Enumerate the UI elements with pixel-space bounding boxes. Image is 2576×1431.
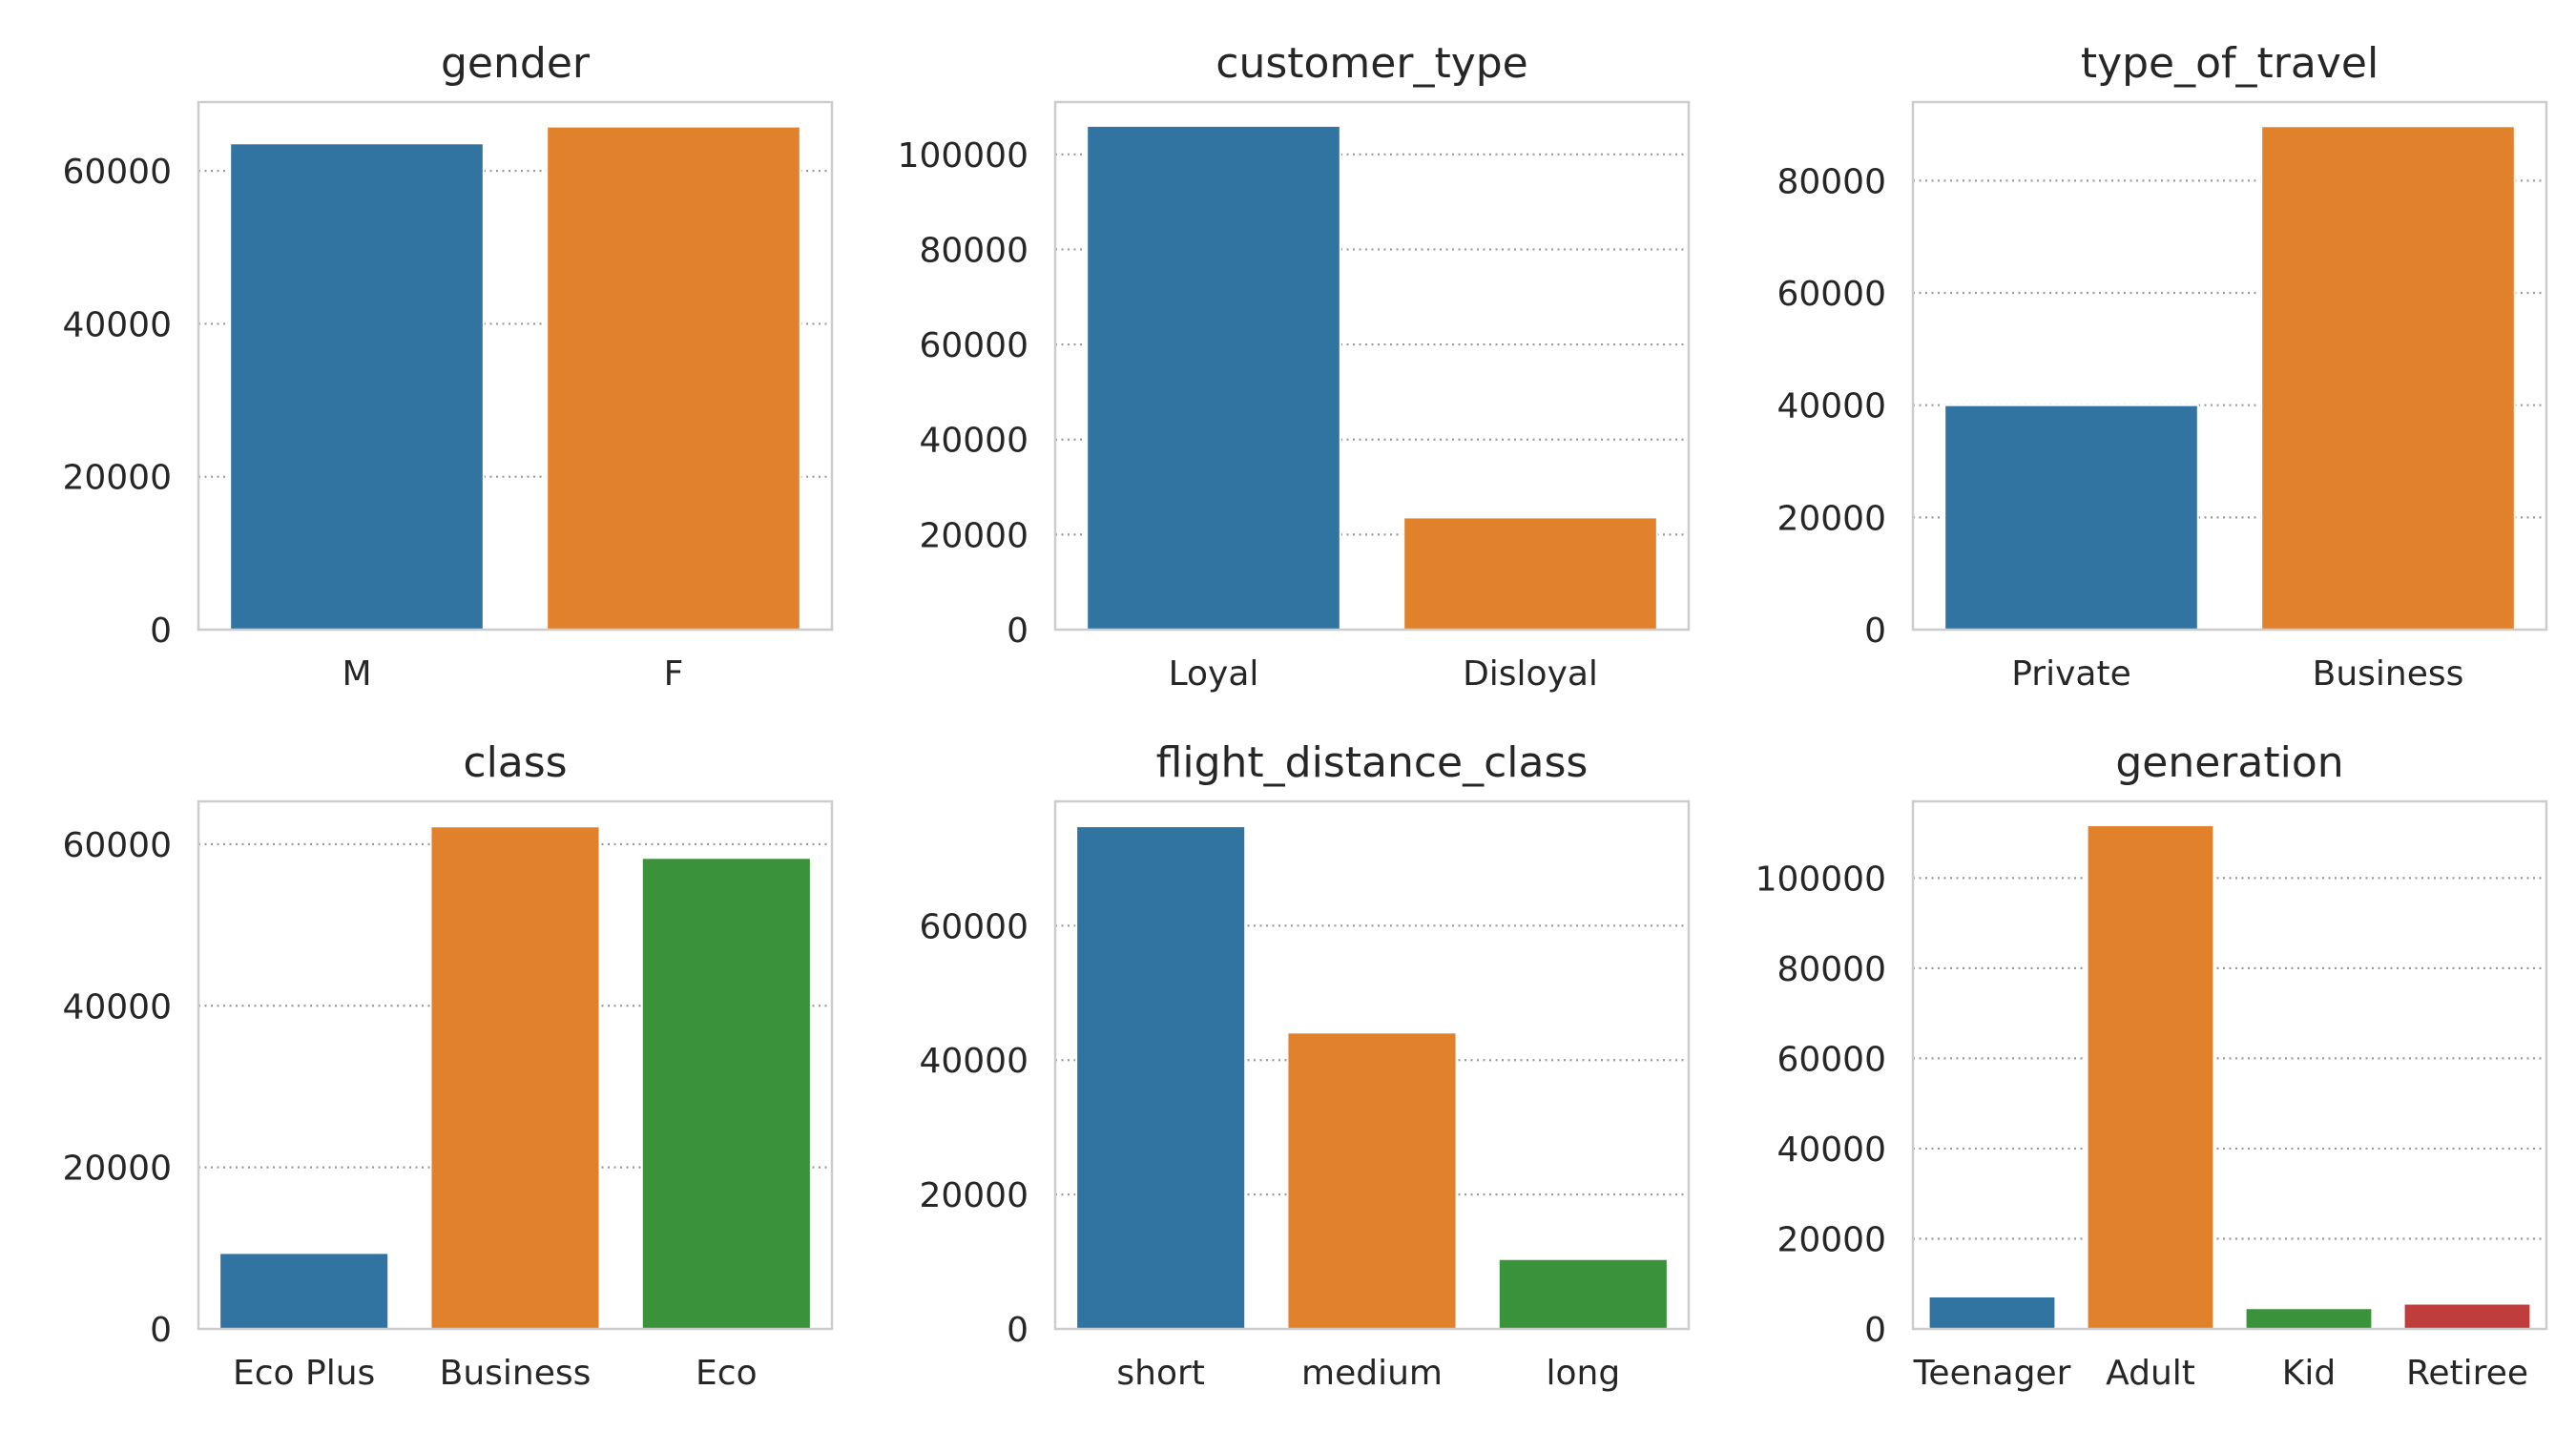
panel-title: gender [441,39,591,88]
bar-private [1943,404,2199,631]
y-tick-label: 40000 [919,422,1028,461]
y-tick-label: 100000 [1755,860,1886,899]
x-tick-label: M [342,654,371,694]
y-tick-label: 60000 [919,326,1028,365]
x-tick-label: short [1116,1354,1205,1393]
axes-frame [1053,100,1691,632]
y-tick-label: 20000 [62,1150,172,1189]
y-tick-label: 60000 [1776,275,1886,314]
bar-business [429,825,601,1330]
x-tick-label: Adult [2106,1354,2195,1393]
bar-kid [2244,1307,2374,1331]
x-tick-label: Loyal [1169,654,1259,694]
panel-title: type_of_travel [2081,39,2379,88]
axes-frame [197,100,834,632]
x-tick-label: Teenager [1913,1354,2071,1393]
y-tick-label: 20000 [919,516,1028,555]
y-tick-label: 60000 [1776,1040,1886,1079]
x-tick-label: Business [440,1354,592,1393]
x-tick-label: Eco Plus [233,1354,375,1393]
y-tick-label: 80000 [919,231,1028,270]
bar-eco-plus [218,1252,390,1331]
bar-medium [1286,1031,1458,1330]
bar-short [1075,825,1247,1330]
panel-title: flight_distance_class [1156,738,1589,787]
bar-retiree [2402,1302,2532,1330]
bar-business [2260,125,2516,631]
y-tick-label: 60000 [919,907,1028,946]
y-tick-label: 40000 [919,1042,1028,1081]
bar-long [1497,1257,1669,1331]
bar-adult [2086,824,2215,1330]
x-tick-label: Business [2313,654,2464,694]
bar-f [546,125,801,632]
y-tick-label: 40000 [62,987,172,1027]
y-tick-label: 0 [1864,1311,1886,1350]
bar-disloyal [1402,516,1658,632]
panel-title: class [463,738,567,787]
x-tick-label: Disloyal [1463,654,1598,694]
x-tick-label: Kid [2282,1354,2336,1393]
x-tick-label: Private [2011,654,2131,694]
axes-frame [1053,799,1691,1331]
panel-generation: 0 20000 40000 60000 80000 100000 Teenager Adult… [1755,738,2548,1393]
panel-customer-type: 0 20000 40000 60000 80000 100000 Loyal Disloyal… [898,39,1691,694]
panel-flight-distance-class: 0 20000 40000 60000 short medium long flight_di… [919,738,1691,1393]
y-tick-label: 60000 [62,826,172,865]
y-tick-label: 100000 [898,136,1028,176]
bar-m [229,142,485,631]
y-tick-label: 0 [1864,612,1886,651]
y-tick-label: 80000 [1776,950,1886,989]
bar-loyal [1086,124,1341,631]
panel-title: customer_type [1215,39,1528,88]
axes-frame [1911,100,2548,632]
y-tick-label: 20000 [919,1176,1028,1215]
x-tick-label: medium [1301,1354,1443,1393]
y-tick-label: 40000 [1776,387,1886,426]
y-tick-label: 20000 [1776,499,1886,538]
y-tick-label: 0 [150,612,172,651]
bar-eco [640,857,812,1331]
axes-frame [1911,799,2548,1331]
y-tick-label: 40000 [1776,1130,1886,1170]
panel-class: 0 20000 40000 60000 Eco Plus Business Eco class [62,738,834,1393]
y-tick-label: 40000 [62,305,172,344]
x-tick-label: Retiree [2406,1354,2528,1393]
panel-title: generation [2115,738,2343,787]
y-tick-label: 0 [1007,1311,1028,1350]
y-tick-label: 20000 [1776,1220,1886,1259]
x-tick-label: Eco [696,1354,758,1393]
x-tick-label: F [664,654,684,694]
panel-type-of-travel: 0 20000 40000 60000 80000 Private Business type… [1776,39,2548,694]
x-tick-label: long [1546,1354,1620,1393]
bar-teenager [1927,1295,2057,1331]
y-tick-label: 80000 [1776,162,1886,201]
y-tick-label: 20000 [62,459,172,498]
y-tick-label: 0 [150,1311,172,1350]
axes-frame [197,799,834,1331]
y-tick-label: 60000 [62,153,172,192]
y-tick-label: 0 [1007,612,1028,651]
